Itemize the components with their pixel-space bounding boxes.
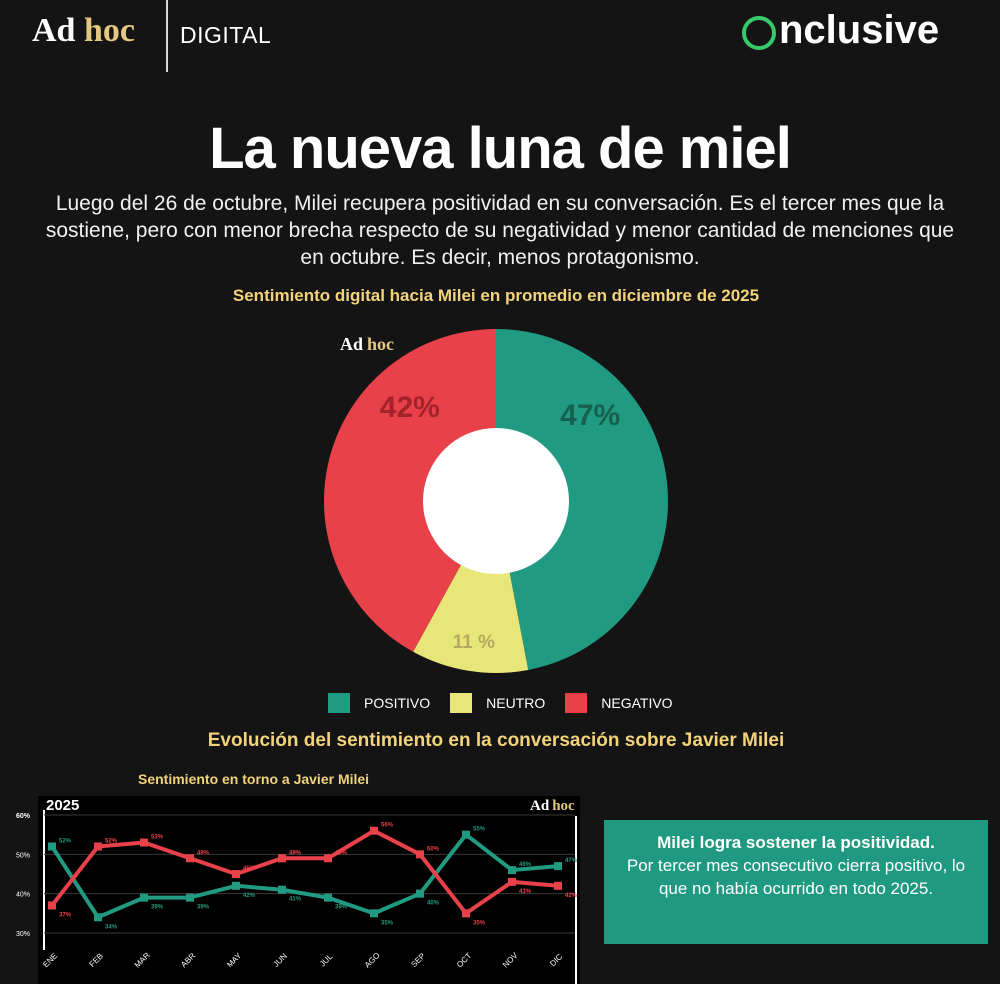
pie-watermark: Ad hoc — [340, 334, 394, 354]
pie-slice-neutro — [413, 501, 529, 673]
y-tick-label: 40% — [16, 892, 30, 899]
onclusive-o-icon — [742, 15, 776, 50]
pie-slice-positivo — [496, 328, 669, 670]
page-subtitle: Luego del 26 de octubre, Milei recupera … — [45, 192, 955, 269]
evolution-title: Evolución del sentimiento en la conversa… — [207, 730, 785, 751]
pie-label-neutro: 11 % — [453, 632, 495, 653]
pie-center-hole — [423, 428, 569, 574]
pie-label-positivo: 47% — [560, 399, 620, 432]
y-tick-label: 30% — [16, 931, 30, 938]
digital-label: DIGITAL — [180, 22, 272, 48]
callout-text: Por tercer mes consecutivo cierra positi… — [626, 856, 966, 898]
pie-slice-negativo — [324, 329, 496, 652]
legend-item-neutro: NEUTRO — [450, 693, 545, 713]
legend-label-negativo: NEGATIVO — [601, 695, 673, 711]
callout-box: Milei logra sostener la positividad. Por… — [604, 820, 988, 944]
y-tick-label: 50% — [16, 852, 30, 859]
callout-headline: Milei logra sostener la positividad. — [657, 833, 935, 852]
legend-label-positivo: POSITIVO — [364, 695, 431, 711]
legend-label-neutro: NEUTRO — [486, 695, 546, 711]
y-tick-label: 60% — [16, 813, 31, 820]
pie-legend: POSITIVO NEUTRO NEGATIVO — [328, 693, 683, 713]
legend-swatch-positivo — [328, 693, 350, 713]
legend-swatch-neutro — [450, 693, 473, 713]
line-chart-title: Sentimiento en torno a Javier Milei — [138, 771, 370, 787]
legend-item-negativo: NEGATIVO — [565, 693, 673, 713]
pie-chart-title: Sentimiento digital hacia Milei en prome… — [232, 286, 760, 305]
pie-label-negativo: 42% — [380, 391, 440, 424]
line-chart-year: 2025 — [46, 797, 80, 814]
page-title: La nueva luna de miel — [209, 116, 792, 181]
legend-item-positivo: POSITIVO — [328, 693, 430, 713]
adhoc-logo: Ad hoc — [32, 12, 135, 49]
line-chart-background — [38, 796, 580, 984]
onclusive-logo: nclusive — [742, 8, 939, 53]
legend-swatch-negativo — [565, 693, 588, 713]
header-divider — [166, 0, 168, 72]
